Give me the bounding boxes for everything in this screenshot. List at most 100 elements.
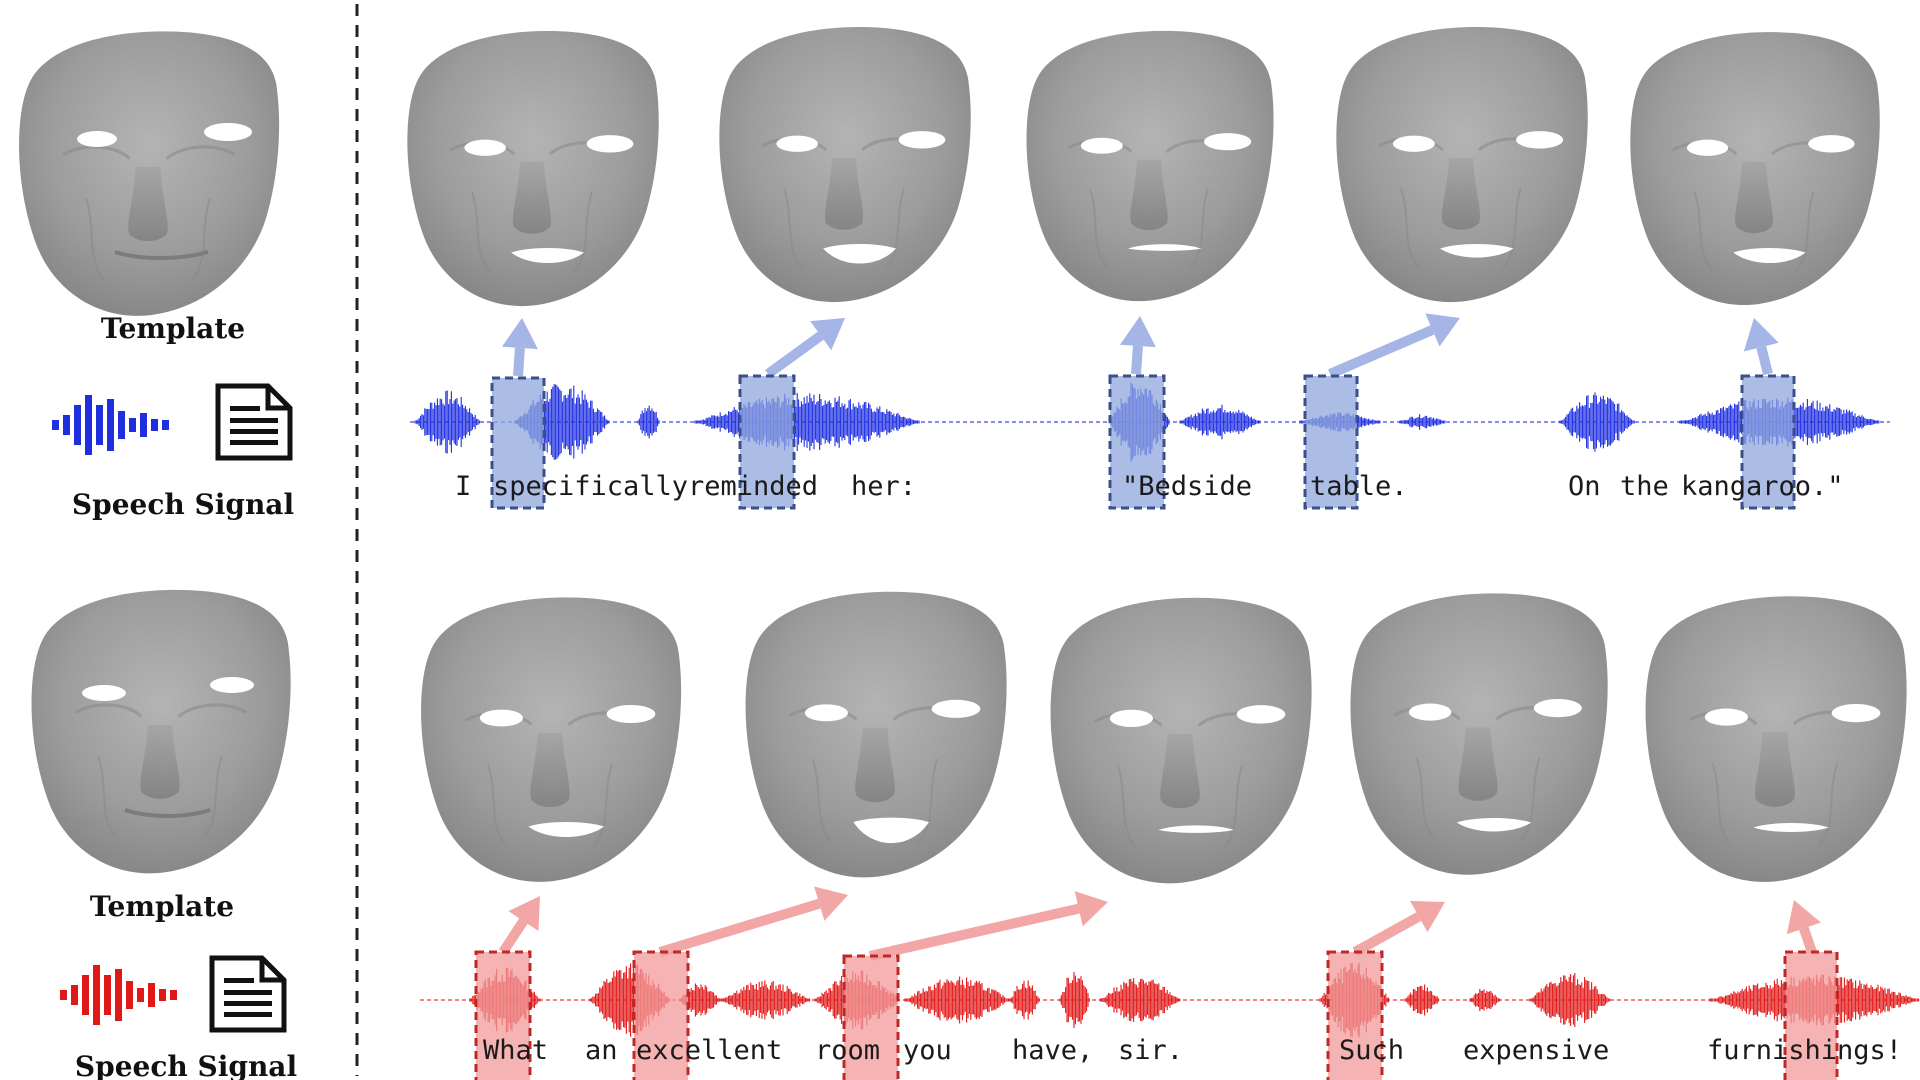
arrow (1352, 900, 1445, 957)
template-label-top: Template (101, 312, 245, 345)
word: Such (1339, 1035, 1404, 1066)
left-eye (776, 135, 818, 152)
mouth (1128, 244, 1202, 251)
word: I (455, 471, 471, 502)
left-eye (464, 139, 507, 156)
right-eye (898, 131, 946, 149)
generated-face (1348, 591, 1610, 877)
generated-face (419, 595, 683, 884)
mouth (528, 822, 604, 837)
highlight-box (632, 950, 690, 1080)
generated-face (1024, 29, 1276, 303)
document-icon (215, 383, 293, 461)
mouth (1158, 825, 1234, 833)
highlight-box (738, 374, 796, 510)
right-eye (586, 135, 634, 153)
template-label-bottom: Template (90, 890, 234, 923)
generated-face (1628, 30, 1882, 307)
word: furnishings! (1707, 1035, 1902, 1066)
left-eye (1109, 709, 1153, 727)
mouth (1753, 822, 1829, 832)
word: What (483, 1035, 548, 1066)
speech-signal-label-bottom: Speech Signal (75, 1050, 297, 1080)
generated-face (405, 29, 661, 308)
highlight-box (842, 954, 900, 1080)
template-face-top (17, 29, 281, 318)
generated-face (1334, 25, 1590, 304)
word: reminded (688, 471, 818, 502)
word: specifically (493, 471, 688, 502)
arrow (1743, 318, 1779, 376)
arrow (765, 318, 845, 379)
right-eye (931, 699, 981, 718)
waveform-icon (52, 395, 169, 455)
word: sir. (1118, 1035, 1183, 1066)
speech-signal-label-top: Speech Signal (72, 488, 294, 521)
left-eye (479, 709, 523, 727)
highlight-box (490, 376, 546, 510)
mouth (1456, 817, 1532, 832)
mouth (511, 248, 584, 264)
word: an (585, 1035, 618, 1066)
highlight-box (474, 950, 532, 1080)
waveform-segment (637, 405, 660, 439)
arrow (1328, 313, 1460, 379)
waveform-segment (1099, 978, 1181, 1022)
left-eye (1408, 703, 1452, 721)
word: expensive (1463, 1035, 1609, 1066)
highlight-box (1108, 374, 1166, 510)
highlight-box (1326, 950, 1384, 1080)
word: On (1568, 471, 1601, 502)
waveform-segment (1399, 414, 1446, 430)
mouth (1440, 244, 1514, 258)
right-eye (1204, 133, 1252, 151)
word: kangaroo." (1681, 471, 1844, 502)
waveform-segment (1529, 973, 1611, 1027)
word: you (903, 1035, 952, 1066)
left-eye (1686, 139, 1729, 156)
arrow (868, 891, 1108, 961)
word: the (1620, 471, 1669, 502)
waveform-segment (719, 980, 811, 1020)
generated-face (1048, 596, 1314, 886)
left-eye (1392, 135, 1435, 152)
highlight-box (1740, 374, 1796, 510)
highlight-box (1303, 374, 1359, 510)
arrow (498, 896, 540, 955)
right-eye (1831, 703, 1881, 723)
arrow (658, 886, 848, 957)
waveform-icon (60, 965, 177, 1025)
generated-face (1643, 594, 1909, 884)
document-icon (209, 955, 287, 1033)
waveform-segment (1009, 980, 1040, 1020)
left-eye (1704, 708, 1748, 726)
right-eye (1516, 131, 1564, 149)
arrow (1786, 900, 1821, 954)
generated-face (743, 590, 1009, 879)
highlight-box (1783, 950, 1839, 1080)
right-eye (606, 705, 656, 723)
word: her: (851, 471, 916, 502)
right-eye (1808, 135, 1855, 153)
left-eye (804, 704, 849, 722)
waveform-segment (414, 390, 480, 454)
template-face-bottom (29, 588, 293, 875)
right-eye (1236, 705, 1286, 724)
mouth (823, 244, 896, 264)
word: excellent (636, 1035, 782, 1066)
word: table. (1310, 471, 1408, 502)
waveform-segment (1559, 392, 1635, 452)
waveform-segment (904, 976, 1011, 1024)
generated-face (717, 25, 973, 304)
right-eye (1533, 698, 1582, 718)
waveform-segment (1059, 971, 1090, 1029)
arrow (1119, 316, 1156, 375)
waveform-segment (1179, 404, 1261, 440)
arrow (501, 318, 538, 377)
word: have, (1012, 1035, 1093, 1066)
waveform-segment (1404, 984, 1440, 1016)
waveform-segment (1469, 988, 1500, 1012)
word: "Bedside (1122, 471, 1252, 502)
